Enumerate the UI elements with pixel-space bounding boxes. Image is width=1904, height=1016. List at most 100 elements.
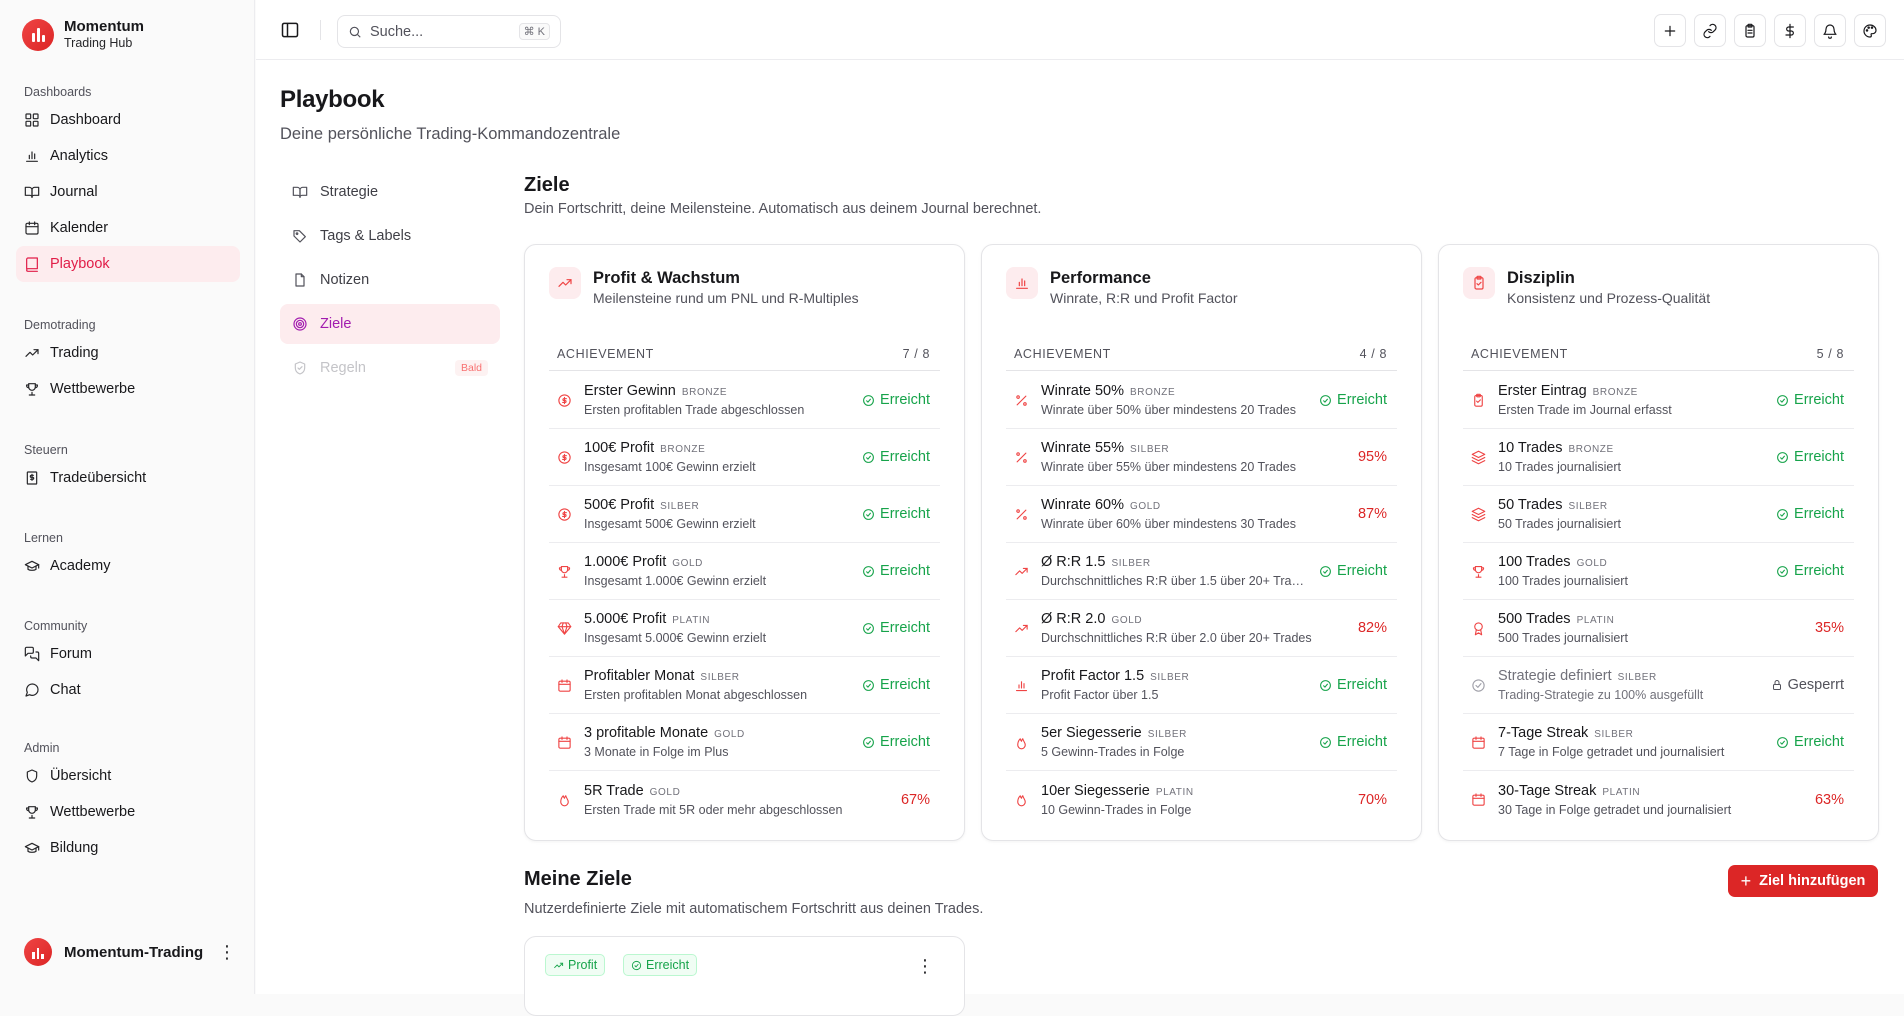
sidebar-item[interactable]: Trading xyxy=(16,335,240,371)
achievement-name: Profitabler Monat xyxy=(584,668,695,684)
sidebar-item[interactable]: Kalender xyxy=(16,210,240,246)
more-vertical-icon[interactable]: ⋮ xyxy=(218,942,236,962)
achievement-row[interactable]: 7-Tage Streak SILBER 7 Tage in Folge getra… xyxy=(1463,714,1854,771)
achievement-row[interactable]: Ø R:R 1.5 SILBER Durchschnittliches R:R üb… xyxy=(1006,543,1397,600)
currency-button[interactable] xyxy=(1774,14,1806,47)
brand[interactable]: Momentum Trading Hub xyxy=(22,18,144,51)
sidebar-item[interactable]: Übersicht xyxy=(16,758,240,794)
row-icon xyxy=(557,678,572,693)
achievement-row[interactable]: 5.000€ Profit PLATIN Insgesamt 5.000€ Gewi… xyxy=(549,600,940,657)
clipboard-button[interactable] xyxy=(1734,14,1766,47)
achievement-row[interactable]: 5er Siegesserie SILBER 5 Gewinn-Trades in … xyxy=(1006,714,1397,771)
calendar-icon xyxy=(558,678,571,692)
achievement-name: Erster Gewinn xyxy=(584,383,676,399)
avatar xyxy=(24,938,52,966)
row-icon xyxy=(1014,678,1029,693)
sidebar-item[interactable]: Chat xyxy=(16,672,240,708)
achievement-row[interactable]: 1.000€ Profit GOLD Insgesamt 1.000€ Gewinn… xyxy=(549,543,940,600)
sidebar-toggle-icon[interactable] xyxy=(280,20,300,40)
tier-badge: GOLD xyxy=(714,729,745,740)
status-text: Erreicht xyxy=(1794,392,1844,408)
achievement-row[interactable]: 500€ Profit SILBER Insgesamt 500€ Gewinn e… xyxy=(549,486,940,543)
tier-badge: SILBER xyxy=(700,672,740,683)
subnav-item[interactable]: Tags & Labels xyxy=(280,216,500,256)
achievement-row[interactable]: 3 profitable Monate GOLD 3 Monate in Folge… xyxy=(549,714,940,771)
status-achieved: Erreicht xyxy=(1776,449,1844,465)
achievement-row[interactable]: Ø R:R 2.0 GOLD Durchschnittliches R:R über… xyxy=(1006,600,1397,657)
percent-icon xyxy=(1016,508,1027,520)
sidebar-item[interactable]: Tradeübersicht xyxy=(16,460,240,496)
graduation-cap-icon xyxy=(24,842,40,853)
sidebar-item[interactable]: Forum xyxy=(16,636,240,672)
subnav-item[interactable]: Ziele xyxy=(280,304,500,344)
sidebar-item[interactable]: Analytics xyxy=(16,138,240,174)
achievement-name: Erster Eintrag xyxy=(1498,383,1587,399)
achievement-description: 7 Tage in Folge getradet und journalisie… xyxy=(1498,745,1725,759)
user-menu[interactable]: Momentum-Trading ⋮ xyxy=(24,938,236,966)
profit-chip-label: Profit xyxy=(568,958,598,972)
link-button[interactable] xyxy=(1694,14,1726,47)
goals-subtitle: Dein Fortschritt, deine Meilensteine. Au… xyxy=(524,201,1042,217)
trending-up-icon xyxy=(1015,567,1028,575)
notifications-button[interactable] xyxy=(1814,14,1846,47)
achievement-row[interactable]: 100€ Profit BRONZE Insgesamt 100€ Gewinn e… xyxy=(549,429,940,486)
tier-badge: PLATIN xyxy=(672,615,711,626)
achievement-row[interactable]: 10er Siegesserie PLATIN 10 Gewinn-Trades i… xyxy=(1006,771,1397,828)
subnav-item[interactable]: Notizen xyxy=(280,260,500,300)
search-placeholder: Suche... xyxy=(370,23,424,40)
sidebar-item[interactable]: Playbook xyxy=(16,246,240,282)
achievement-name: 5.000€ Profit xyxy=(584,611,667,627)
status-progress: 63% xyxy=(1814,791,1844,808)
more-vertical-icon[interactable]: ⋮ xyxy=(916,956,934,976)
achievement-name: Winrate 50% xyxy=(1041,383,1125,399)
sidebar-item[interactable]: Bildung xyxy=(16,830,240,866)
add-goal-button[interactable]: + Ziel hinzufügen xyxy=(1728,865,1878,897)
check-circle-icon xyxy=(863,508,874,520)
achievement-row[interactable]: Erster Eintrag BRONZE Ersten Trade im Jour… xyxy=(1463,372,1854,429)
achievement-row[interactable]: 30-Tage Streak PLATIN 30 Tage in Folge get… xyxy=(1463,771,1854,828)
subnav-item[interactable]: Strategie xyxy=(280,172,500,212)
achievement-row[interactable]: Erster Gewinn BRONZE Ersten profitablen Tr… xyxy=(549,372,940,429)
add-button[interactable] xyxy=(1654,14,1686,47)
sidebar-item[interactable]: Wettbewerbe xyxy=(16,794,240,830)
achievement-row[interactable]: Profit Factor 1.5 SILBER Profit Factor übe… xyxy=(1006,657,1397,714)
achievement-row[interactable]: Winrate 55% SILBER Winrate über 55% über m… xyxy=(1006,429,1397,486)
card-title: Disziplin xyxy=(1507,269,1575,287)
check-circle-icon xyxy=(863,451,874,463)
topbar: Suche... ⌘ K xyxy=(256,0,1904,60)
goal-card[interactable]: Profit Erreicht ⋮ xyxy=(524,936,965,1016)
status-text: Erreicht xyxy=(1337,677,1387,693)
book-icon xyxy=(26,257,38,272)
achievement-row[interactable]: Winrate 50% BRONZE Winrate über 50% über m… xyxy=(1006,372,1397,429)
status-achieved: Erreicht xyxy=(1776,563,1844,579)
achievement-row[interactable]: Profitabler Monat SILBER Ersten profitable… xyxy=(549,657,940,714)
trending-up-icon xyxy=(558,279,572,287)
achievement-row[interactable]: 50 Trades SILBER 50 Trades journalisiert Er… xyxy=(1463,486,1854,543)
sidebar-item[interactable]: Academy xyxy=(16,548,240,584)
achievement-row[interactable]: 10 Trades BRONZE 10 Trades journalisiert Er… xyxy=(1463,429,1854,486)
playbook-subnav: Strategie Tags & Labels Notizen Ziele Regeln… xyxy=(280,172,500,392)
sidebar-item[interactable]: Wettbewerbe xyxy=(16,371,240,407)
row-icon xyxy=(1471,564,1486,579)
main-content: Suche... ⌘ K Playbook Deine persönliche … xyxy=(256,0,1904,1016)
header-label: ACHIEVEMENT xyxy=(1014,346,1111,361)
header-label: ACHIEVEMENT xyxy=(1471,346,1568,361)
achievement-row[interactable]: 500 Trades PLATIN 500 Trades journalisiert… xyxy=(1463,600,1854,657)
bar-chart-icon xyxy=(1015,680,1028,691)
achievement-description: Trading-Strategie zu 100% ausgefüllt xyxy=(1498,688,1704,702)
achievement-row[interactable]: 100 Trades GOLD 100 Trades journalisiert Er… xyxy=(1463,543,1854,600)
sidebar-item[interactable]: Journal xyxy=(16,174,240,210)
theme-button[interactable] xyxy=(1854,14,1886,47)
sidebar-item[interactable]: Dashboard xyxy=(16,102,240,138)
achievement-name: 10er Siegesserie xyxy=(1041,782,1150,799)
status-achieved: Erreicht xyxy=(862,506,930,522)
status-achieved: Erreicht xyxy=(862,449,930,465)
page-title: Playbook xyxy=(280,86,385,113)
search-input[interactable]: Suche... ⌘ K xyxy=(337,15,561,48)
achievement-row[interactable]: Winrate 60% GOLD Winrate über 60% über min… xyxy=(1006,486,1397,543)
page-subtitle: Deine persönliche Trading-Kommandozentra… xyxy=(280,125,621,143)
tier-badge: PLATIN xyxy=(1602,786,1641,798)
achievement-row[interactable]: 5R Trade GOLD Ersten Trade mit 5R oder meh… xyxy=(549,771,940,828)
achievement-row[interactable]: Strategie definiert SILBER Trading-Strateg… xyxy=(1463,657,1854,714)
tier-badge: BRONZE xyxy=(1130,387,1176,398)
